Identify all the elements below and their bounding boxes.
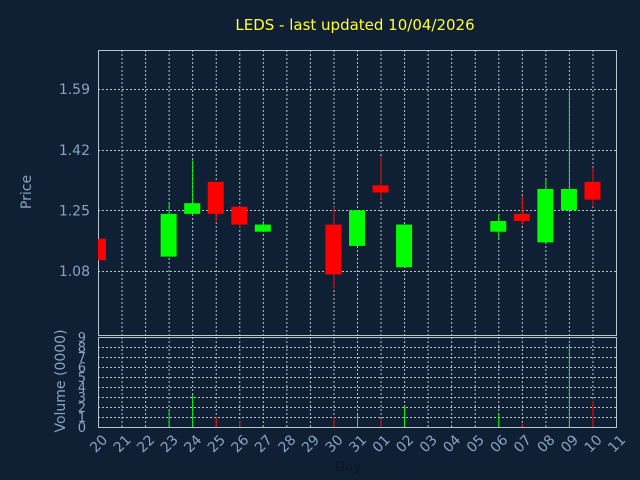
x-tick-label: 21 bbox=[111, 432, 135, 456]
candle-body-30 bbox=[325, 224, 342, 275]
candle-body-26 bbox=[231, 206, 248, 225]
candle-body-27 bbox=[254, 224, 271, 232]
x-tick-label: 11 bbox=[605, 432, 629, 456]
candle-body-07 bbox=[513, 213, 530, 221]
x-tick-label: 29 bbox=[299, 432, 323, 456]
candle-body-24 bbox=[184, 203, 201, 214]
x-tick-label: 20 bbox=[87, 432, 111, 456]
x-tick-label: 23 bbox=[158, 432, 182, 456]
x-tick-label: 22 bbox=[134, 432, 158, 456]
price-tick-label: 1.25 bbox=[59, 203, 90, 219]
volume-tick-label: 1 bbox=[78, 411, 86, 426]
volume-layer bbox=[168, 344, 594, 427]
x-tick-label: 26 bbox=[228, 432, 252, 456]
x-tick-label: 25 bbox=[205, 432, 229, 456]
price-tick-label: 1.08 bbox=[59, 264, 90, 280]
volume-axis-label: Volume (0000) bbox=[53, 329, 69, 432]
candle-body-01 bbox=[372, 185, 389, 193]
x-tick-label: 10 bbox=[582, 432, 606, 456]
x-tick-label: 08 bbox=[535, 432, 559, 456]
volume-tick-label: 3 bbox=[78, 391, 86, 406]
x-tick-label: 04 bbox=[440, 432, 464, 456]
volume-tick-label: 5 bbox=[78, 371, 86, 386]
x-tick-label: 03 bbox=[417, 432, 441, 456]
candle-body-25 bbox=[207, 181, 224, 214]
x-axis-label: Day bbox=[335, 460, 361, 475]
x-tick-label: 28 bbox=[276, 432, 300, 456]
chart-title: LEDS - last updated 10/04/2026 bbox=[235, 16, 474, 34]
volume-tick-label: 4 bbox=[78, 381, 86, 396]
x-tick-label: 31 bbox=[346, 432, 370, 456]
price-tick-label: 1.59 bbox=[59, 82, 90, 98]
candle-body-08 bbox=[537, 188, 554, 243]
volume-panel-frame bbox=[98, 337, 617, 428]
volume-tick-label: 0 bbox=[78, 421, 86, 436]
price-panel-frame bbox=[98, 50, 617, 336]
x-tick-label: 06 bbox=[487, 432, 511, 456]
y-axis-label: Price bbox=[19, 175, 35, 209]
x-tick-label: 01 bbox=[370, 432, 394, 456]
volume-tick-label: 6 bbox=[78, 361, 86, 376]
candle-body-31 bbox=[349, 210, 365, 246]
candle-body-09 bbox=[560, 188, 577, 211]
x-tick-label: 27 bbox=[252, 432, 276, 456]
volume-tick-label: 8 bbox=[78, 341, 86, 356]
x-tick-label: 09 bbox=[558, 432, 582, 456]
volume-tick-label: 2 bbox=[78, 401, 86, 416]
candle-body-23 bbox=[160, 213, 177, 257]
x-tick-label: 05 bbox=[464, 432, 488, 456]
volume-tick-label: 7 bbox=[78, 351, 86, 366]
x-tick-label: 24 bbox=[181, 432, 205, 456]
candle-body-20 bbox=[99, 238, 106, 261]
x-tick-label: 30 bbox=[323, 432, 347, 456]
x-tick-label: 07 bbox=[511, 432, 535, 456]
price-tick-label: 1.42 bbox=[59, 143, 90, 159]
grid-layer bbox=[98, 50, 616, 427]
candle-layer bbox=[98, 89, 601, 289]
frame-layer bbox=[98, 50, 617, 428]
x-tick-label: 02 bbox=[393, 432, 417, 456]
volume-tick-label: 9 bbox=[78, 331, 86, 346]
candle-body-06 bbox=[490, 221, 507, 232]
candle-body-10 bbox=[584, 181, 601, 200]
candle-body-02 bbox=[396, 224, 413, 268]
